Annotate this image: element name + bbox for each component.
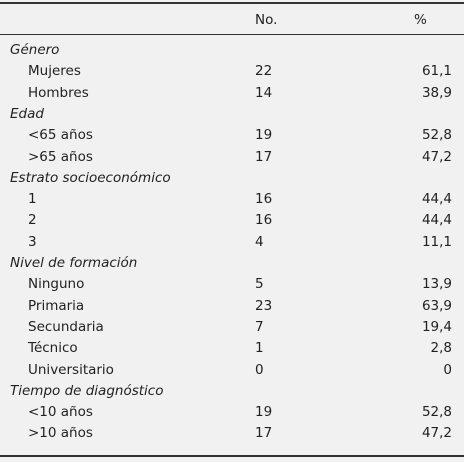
row-label: Secundaria	[28, 318, 104, 335]
row-pct: 0	[443, 361, 452, 378]
row-pct: 47,2	[421, 148, 452, 165]
row-no: 19	[255, 404, 273, 421]
row-label: Mujeres	[28, 63, 81, 80]
row-no: 16	[255, 212, 273, 229]
row-no: 1	[255, 340, 264, 357]
row-label: >65 años	[28, 148, 93, 165]
row-no: 16	[255, 191, 273, 208]
row-label: Técnico	[28, 340, 78, 357]
row-pct: 13,9	[421, 276, 452, 293]
row-pct: 38,9	[421, 84, 452, 101]
row-no: 17	[255, 425, 273, 442]
row-no: 19	[255, 127, 273, 144]
top-rule	[0, 2, 464, 4]
row-label: Primaria	[28, 297, 85, 314]
row-pct: 2,8	[430, 340, 452, 357]
group-title: Tiempo de diagnóstico	[10, 382, 164, 399]
row-pct: 11,1	[421, 233, 452, 250]
row-no: 17	[255, 148, 273, 165]
group-title: Edad	[10, 105, 44, 122]
header-rule	[0, 34, 464, 35]
bottom-rule	[0, 455, 464, 457]
row-pct: 47,2	[421, 425, 452, 442]
row-no: 4	[255, 233, 264, 250]
header-pct: %	[414, 12, 427, 28]
row-no: 5	[255, 276, 264, 293]
row-label: <65 años	[28, 127, 93, 144]
row-no: 0	[255, 361, 264, 378]
row-label: <10 años	[28, 404, 93, 421]
row-pct: 52,8	[421, 127, 452, 144]
group-title: Estrato socioeconómico	[10, 169, 171, 186]
row-label: Ninguno	[28, 276, 85, 293]
row-label: Universitario	[28, 361, 114, 378]
row-label: 1	[28, 191, 37, 208]
row-label: 3	[28, 233, 37, 250]
group-title: Nivel de formación	[10, 255, 138, 271]
row-pct: 52,8	[421, 404, 452, 421]
row-no: 22	[255, 63, 273, 80]
row-pct: 63,9	[421, 297, 452, 314]
row-pct: 44,4	[421, 212, 452, 229]
row-no: 23	[255, 297, 273, 314]
row-label: >10 años	[28, 425, 93, 442]
row-label: Hombres	[28, 84, 89, 101]
group-title: Género	[10, 42, 60, 58]
row-pct: 44,4	[421, 191, 452, 208]
row-no: 14	[255, 84, 273, 101]
row-label: 2	[28, 212, 37, 229]
row-no: 7	[255, 318, 264, 335]
header-no: No.	[255, 12, 278, 28]
row-pct: 19,4	[421, 318, 452, 335]
row-pct: 61,1	[421, 63, 452, 80]
